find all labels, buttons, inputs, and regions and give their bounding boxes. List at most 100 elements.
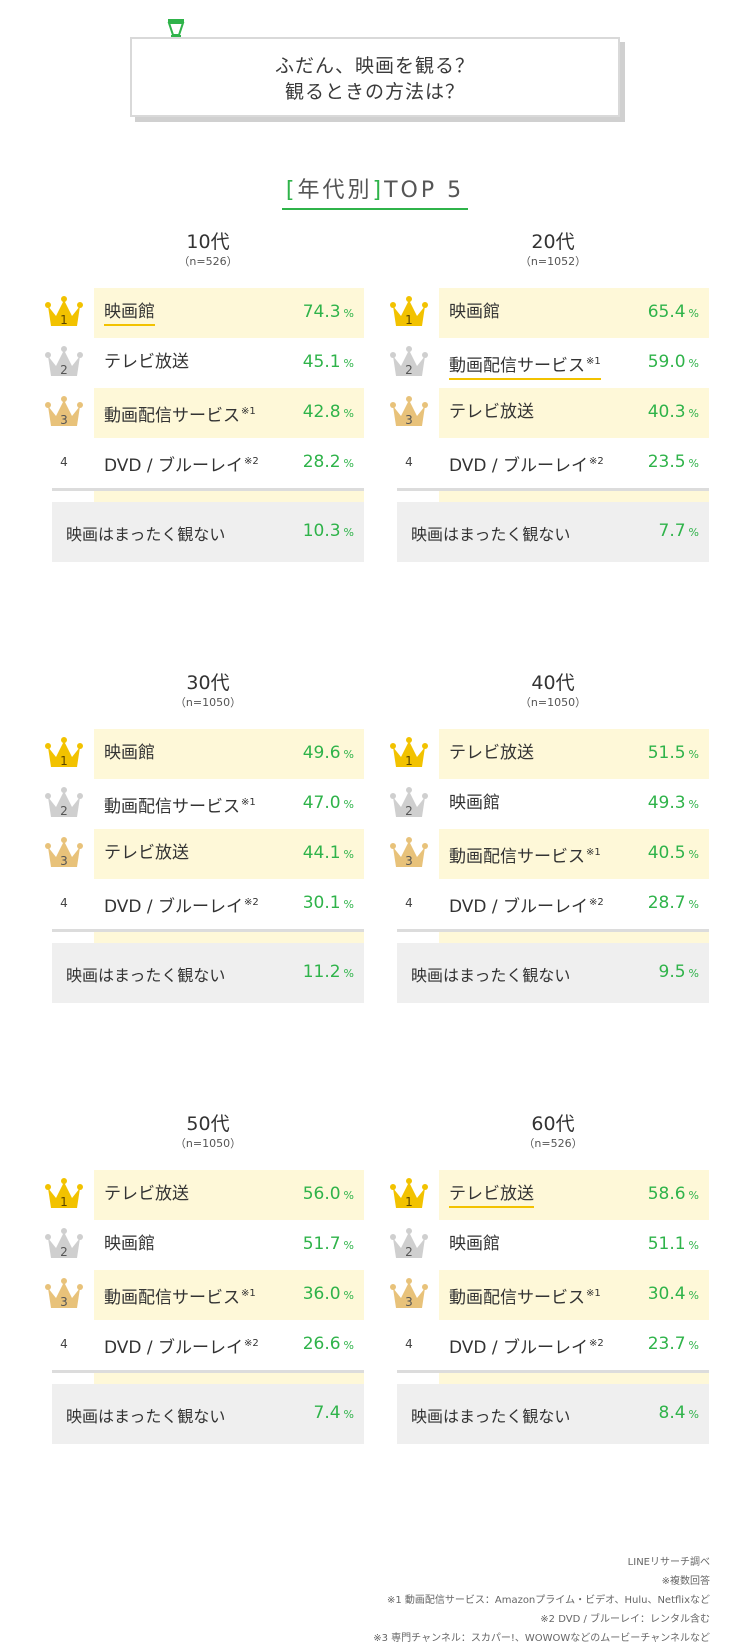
- row-background: [94, 829, 364, 879]
- footnotes: LINEリサーチ調べ ※複数回答 ※1 動画配信サービス：Amazonプライム・…: [373, 1553, 710, 1648]
- method-name: 動画配信サービス: [449, 356, 585, 376]
- row-background: [439, 1170, 709, 1220]
- percent-value: 40.5%: [648, 842, 699, 866]
- ranking-row: 1 テレビ放送 56.0%: [45, 1170, 364, 1220]
- svg-text:2: 2: [405, 804, 413, 818]
- divider: [397, 929, 709, 932]
- method-name: 映画館: [449, 1234, 500, 1254]
- percent-sign: %: [343, 457, 354, 470]
- method-label: テレビ放送: [449, 742, 534, 764]
- percent-value: 40.3%: [648, 401, 699, 425]
- svg-text:3: 3: [60, 854, 68, 868]
- method-label: 動画配信サービス※1: [449, 1283, 601, 1309]
- bronze-crown-icon: 3: [44, 1278, 84, 1312]
- method-label: テレビ放送: [104, 842, 189, 864]
- percent-value: 44.1%: [303, 842, 354, 866]
- rank-number: 4: [405, 896, 413, 910]
- rank-number: 4: [60, 896, 68, 910]
- ranking-row: 3 動画配信サービス※1 42.8%: [45, 388, 364, 438]
- percent-value: 36.0%: [303, 1283, 354, 1307]
- method-name: テレビ放送: [104, 843, 189, 863]
- never-watch-label: 映画はまったく観ない: [411, 525, 571, 544]
- percent-sign: %: [688, 898, 699, 911]
- method-name: DVD / ブルーレイ: [449, 1338, 589, 1358]
- age-group-20s: 20代 （n=1052） 1 映画館 65.4% 2 動画配信サービス※1 59.0% 3 テレビ…: [390, 230, 709, 562]
- svg-text:3: 3: [405, 1295, 413, 1309]
- row-background: [94, 1170, 364, 1220]
- percent-sign: %: [688, 407, 699, 420]
- svg-text:1: 1: [60, 754, 68, 768]
- value-number: 40.3: [647, 402, 686, 422]
- never-watch-value: 8.4%: [659, 1403, 700, 1423]
- silver-crown-icon: 2: [389, 787, 429, 821]
- bracket-close: ]: [372, 178, 385, 203]
- percent-sign: %: [688, 967, 699, 980]
- value-number: 26.6: [302, 1334, 341, 1354]
- never-watch-row: 映画はまったく観ない 9.5%: [397, 943, 709, 1003]
- value-number: 49.6: [302, 743, 341, 763]
- svg-text:1: 1: [60, 313, 68, 327]
- value-number: 30.1: [302, 893, 341, 913]
- percent-sign: %: [343, 357, 354, 370]
- percent-sign: %: [688, 457, 699, 470]
- group-title: 40代: [531, 672, 575, 694]
- bracket-open: [: [285, 178, 298, 203]
- footnote-mark: ※2: [589, 1338, 604, 1349]
- divider: [52, 929, 364, 932]
- method-name: 動画配信サービス: [104, 406, 240, 426]
- percent-value: 65.4%: [648, 301, 699, 325]
- percent-sign: %: [688, 798, 699, 811]
- percent-value: 59.0%: [648, 351, 699, 375]
- footnote-mark: ※1: [241, 1288, 256, 1299]
- method-name: 動画配信サービス: [449, 1288, 585, 1308]
- group-title: 50代: [186, 1113, 230, 1135]
- row-background: [439, 1270, 709, 1320]
- value-number: 51.5: [647, 743, 686, 763]
- never-watch-value: 11.2%: [303, 962, 354, 982]
- ranking-row: 1 テレビ放送 51.5%: [390, 729, 709, 779]
- gold-crown-icon: 1: [44, 737, 84, 771]
- percent-sign: %: [688, 357, 699, 370]
- svg-text:3: 3: [60, 413, 68, 427]
- svg-text:1: 1: [60, 1195, 68, 1209]
- percent-value: 74.3%: [303, 301, 354, 325]
- group-title: 10代: [186, 231, 230, 253]
- percent-sign: %: [688, 1408, 699, 1421]
- ranking-row: 2 動画配信サービス※1 59.0%: [390, 338, 709, 388]
- ranking-row: 2 動画配信サービス※1 47.0%: [45, 779, 364, 829]
- percent-sign: %: [343, 898, 354, 911]
- percent-sign: %: [343, 967, 354, 980]
- ranking-row: 4 DVD / ブルーレイ※2 30.1%: [52, 879, 364, 929]
- ranking-row: 4 DVD / ブルーレイ※2 23.7%: [397, 1320, 709, 1370]
- silver-crown-icon: 2: [389, 1228, 429, 1262]
- bronze-crown-icon: 3: [389, 837, 429, 871]
- never-watch-label: 映画はまったく観ない: [411, 966, 571, 985]
- divider: [397, 1370, 709, 1373]
- method-label: テレビ放送: [104, 1183, 189, 1205]
- never-watch-row: 映画はまったく観ない 7.7%: [397, 502, 709, 562]
- rank-number: 4: [60, 455, 68, 469]
- percent-value: 26.6%: [303, 1333, 354, 1357]
- never-watch-value: 10.3%: [303, 521, 354, 541]
- value-number: 44.1: [302, 843, 341, 863]
- silver-crown-icon: 2: [44, 1228, 84, 1262]
- footnote-mark: ※1: [586, 847, 601, 858]
- sample-size: （n=1052）: [519, 255, 587, 268]
- svg-text:2: 2: [405, 363, 413, 377]
- footnote-mark: ※2: [244, 897, 259, 908]
- value-number: 7.7: [658, 521, 686, 541]
- percent-sign: %: [688, 1189, 699, 1202]
- ranking-row: 4 DVD / ブルーレイ※2 26.6%: [52, 1320, 364, 1370]
- method-label: 動画配信サービス※1: [449, 842, 601, 868]
- method-name: テレビ放送: [104, 1184, 189, 1204]
- method-label: DVD / ブルーレイ※2: [104, 451, 259, 477]
- rank-number: 4: [405, 1337, 413, 1351]
- method-name: DVD / ブルーレイ: [104, 897, 244, 917]
- ranking-row: 2 テレビ放送 45.1%: [45, 338, 364, 388]
- ranking-row: 2 映画館 51.1%: [390, 1220, 709, 1270]
- percent-value: 23.7%: [648, 1333, 699, 1357]
- footnote-mark: ※2: [589, 897, 604, 908]
- value-number: 36.0: [302, 1284, 341, 1304]
- svg-text:1: 1: [405, 313, 413, 327]
- ranking-list: 1 テレビ放送 58.6% 2 映画館 51.1% 3 動画配信サービス※1 30.4% 4 DVD…: [390, 1170, 709, 1420]
